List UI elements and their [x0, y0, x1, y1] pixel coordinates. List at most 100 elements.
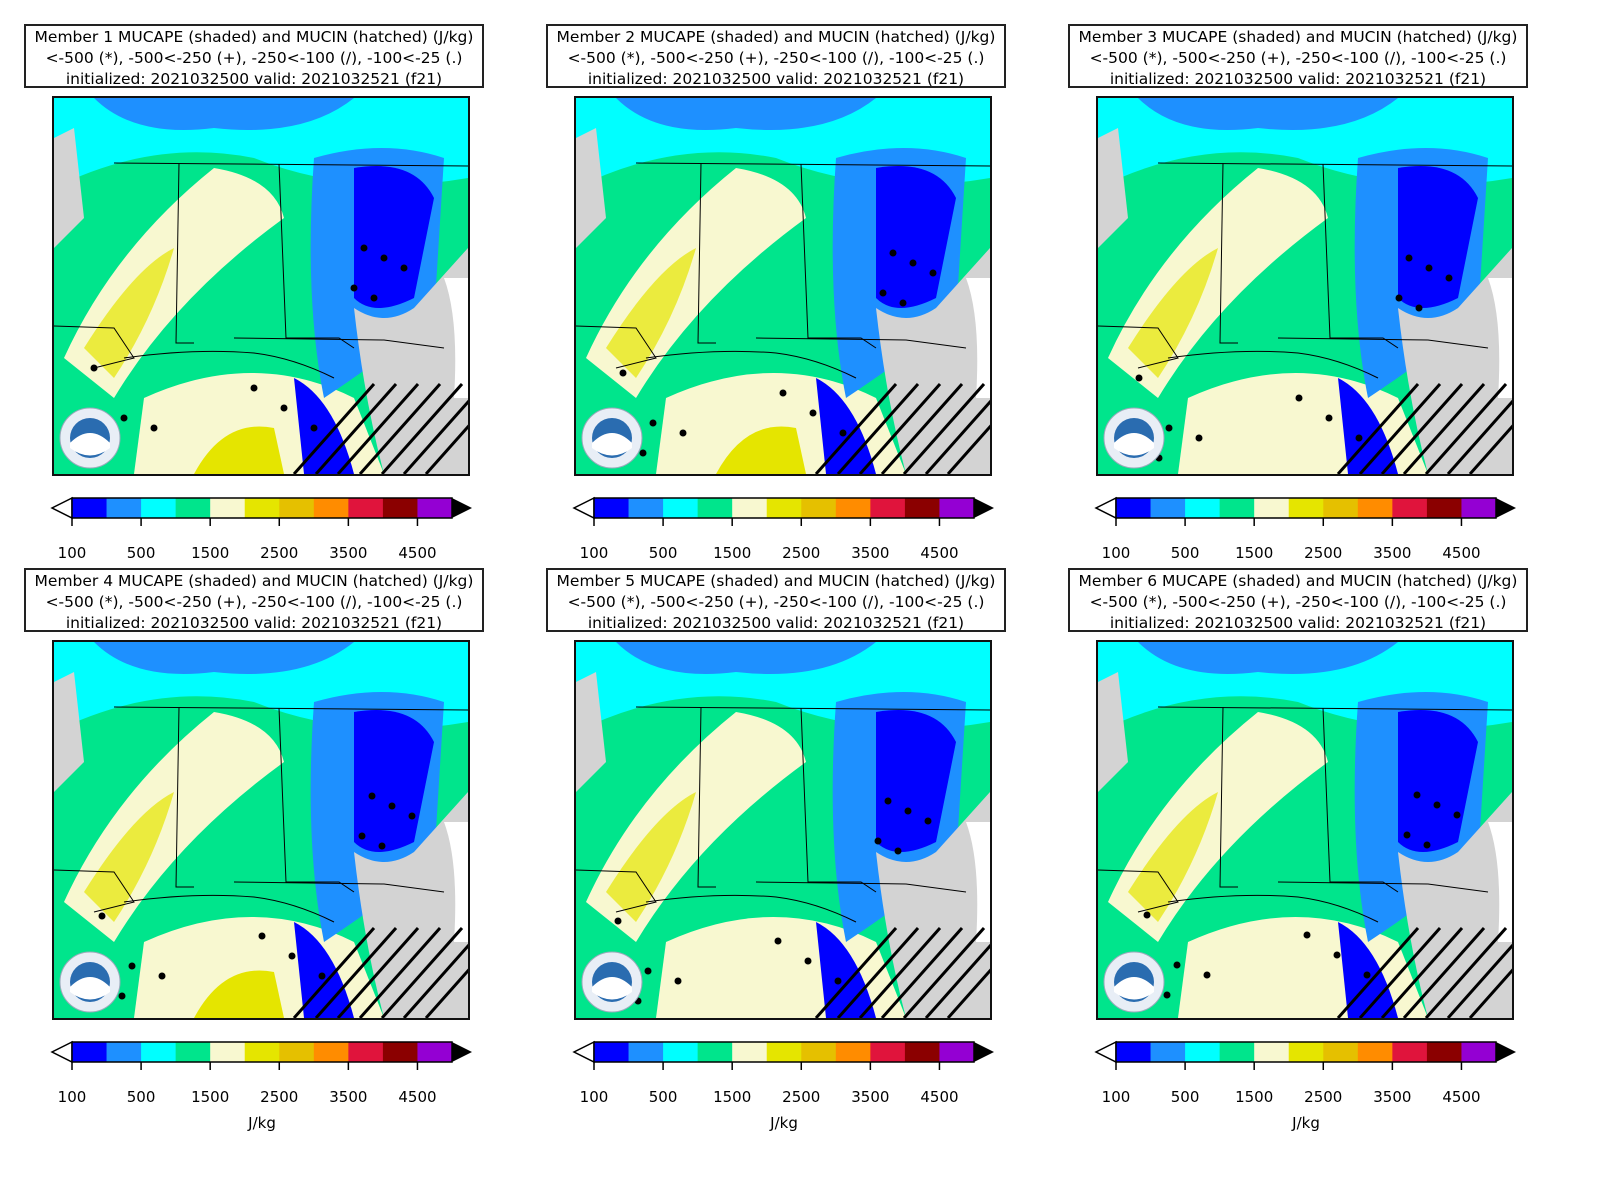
mucin-dot [1295, 394, 1303, 402]
mucape-field [1098, 642, 1512, 1018]
gulf-yellow-region [194, 426, 284, 474]
mucin-dot [368, 792, 376, 800]
panel-title-line: <-500 (*), -500<-250 (+), -250<-100 (/),… [1089, 593, 1507, 611]
panel-title-box: Member 4 MUCAPE (shaded) and MUCIN (hatc… [24, 568, 484, 632]
mucin-dot [1195, 434, 1203, 442]
mucin-dot [250, 384, 258, 392]
panel-title-box: Member 6 MUCAPE (shaded) and MUCIN (hatc… [1068, 568, 1528, 632]
colorbar-segment [1357, 498, 1393, 518]
colorbar-tick-label: 500 [648, 544, 678, 562]
map-frame [1096, 96, 1514, 476]
colorbar-segment [72, 1042, 108, 1062]
panel-title-box: Member 3 MUCAPE (shaded) and MUCIN (hatc… [1068, 24, 1528, 88]
colorbar-tick-label: 3500 [329, 1088, 368, 1106]
mucin-dot [120, 414, 128, 422]
colorbar-under-arrow [572, 496, 595, 520]
colorbar-tick-label: 100 [57, 1088, 87, 1106]
colorbar-segment [904, 1042, 940, 1062]
colorbar-segment [1150, 1042, 1186, 1062]
west-yellow-region [1128, 792, 1218, 922]
colorbar-tick-label: 3500 [329, 544, 368, 562]
state-boundary [1098, 869, 1179, 913]
colorbar-over-arrow [1496, 498, 1516, 518]
colorbar-container: 100 500 1500 2500 3500 4500 [1094, 1038, 1518, 1118]
panel-title-line: <-500 (*), -500<-250 (+), -250<-100 (/),… [567, 49, 985, 67]
mucin-dot [158, 972, 166, 980]
colorbar-tick-label: 3500 [851, 1088, 890, 1106]
colorbar-segment [1116, 1042, 1152, 1062]
mucin-hatch-line [402, 399, 468, 474]
colorbar-tick-label: 100 [1101, 544, 1131, 562]
colorbar-under-arrow [1094, 1040, 1117, 1064]
mucin-dot [929, 269, 937, 277]
state-boundary [755, 337, 967, 349]
state-boundary [175, 162, 194, 344]
mucin-dot [644, 967, 652, 975]
colorbar-container: 100 500 1500 2500 3500 4500 [572, 1038, 996, 1118]
mucin-dot [1423, 841, 1431, 849]
west-yellow-region [606, 792, 696, 922]
mucin-dot [894, 847, 902, 855]
mucin-hatch-line [924, 943, 990, 1018]
ocean-white-region [444, 822, 468, 942]
colorbar-unit-label: J/kg [1292, 1114, 1320, 1132]
colorbar-tick-label: 500 [126, 544, 156, 562]
colorbar [1094, 1040, 1516, 1070]
colorbar-segment [663, 1042, 699, 1062]
mucin-dot [804, 957, 812, 965]
colorbar [50, 496, 472, 526]
west-yellow-region [84, 792, 174, 922]
colorbar-frame [1115, 1041, 1497, 1063]
colorbar-unit-label: J/kg [770, 1114, 798, 1132]
coastline [123, 894, 335, 923]
colorbar-segment [1392, 1042, 1428, 1062]
state-boundary [697, 706, 716, 888]
mucin-dot [1333, 951, 1341, 959]
colorbar-segment [417, 498, 453, 518]
mucin-dot [639, 449, 647, 457]
west-yellow-region [84, 248, 174, 378]
colorbar-tick-label: 500 [1170, 1088, 1200, 1106]
mucin-dot [1165, 424, 1173, 432]
colorbar-segment [1254, 1042, 1290, 1062]
mucin-hatch-line [424, 968, 468, 1018]
panel-title-line: initialized: 2021032500 valid: 202103252… [65, 614, 443, 632]
mucin-hatch-line [1402, 383, 1486, 474]
mucin-hatch-line [1358, 927, 1442, 1018]
state-boundary [54, 325, 135, 369]
state-boundary [635, 162, 990, 167]
state-boundary [1322, 707, 1399, 893]
mucin-hatch-line [836, 383, 920, 474]
mucin-hatch-line [924, 399, 990, 474]
colorbar-tick-label: 4500 [1442, 1088, 1481, 1106]
ocean-white-region [1488, 822, 1512, 942]
mucin-dot [674, 977, 682, 985]
mucin-dot [839, 429, 847, 437]
colorbar-segment [801, 1042, 837, 1062]
colorbar-tick-label: 4500 [1442, 544, 1481, 562]
noaa-logo-gull [1114, 977, 1154, 1000]
colorbar-over-arrow [452, 498, 472, 518]
colorbar-tick-label: 4500 [920, 544, 959, 562]
colorbar-over-arrow [452, 1042, 472, 1062]
mucin-dot [1405, 254, 1413, 262]
colorbar-segment [279, 498, 315, 518]
colorbar-tick-label: 1500 [1235, 544, 1274, 562]
colorbar-segment [766, 498, 802, 518]
state-boundary [113, 706, 468, 711]
mucin-dot [879, 289, 887, 297]
east-darkblue-region [354, 166, 434, 308]
mucin-hatch-line [358, 927, 442, 1018]
colorbar-segment [1461, 498, 1497, 518]
colorbar-tick-label: 2500 [260, 1088, 299, 1106]
panel-title-line: Member 2 MUCAPE (shaded) and MUCIN (hatc… [556, 28, 996, 46]
colorbar-tick-label: 2500 [1304, 544, 1343, 562]
colorbar-segment [382, 1042, 418, 1062]
mucin-hatch-line [1358, 383, 1442, 474]
colorbar-segment [870, 498, 906, 518]
colorbar-segment [1426, 1042, 1462, 1062]
member-panel-6: Member 6 MUCAPE (shaded) and MUCIN (hatc… [1068, 568, 1568, 1128]
member-panel-1: Member 1 MUCAPE (shaded) and MUCIN (hatc… [24, 24, 524, 584]
colorbar-segment [348, 498, 384, 518]
colorbar-segment [732, 1042, 768, 1062]
